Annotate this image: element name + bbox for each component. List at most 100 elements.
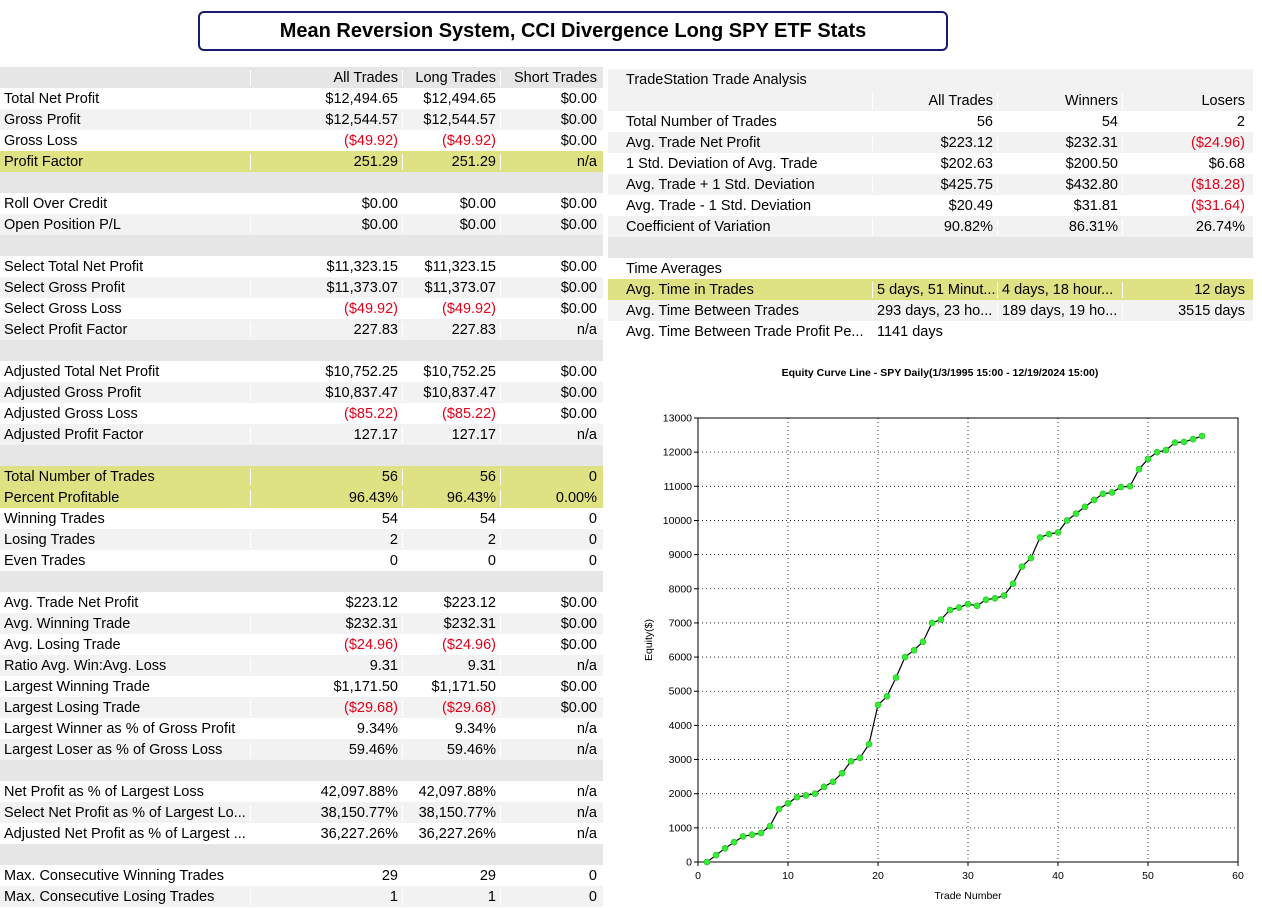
- equity-point: [811, 790, 819, 797]
- equity-point: [1000, 592, 1008, 599]
- stats-short-value: $0.00: [500, 90, 603, 107]
- equity-point: [964, 600, 972, 608]
- stats-all-value: 227.83: [250, 321, 402, 338]
- stats-all-value: 0: [250, 552, 402, 569]
- analysis-header-winners: Winners: [997, 92, 1122, 109]
- stats-header-short: Short Trades: [500, 69, 603, 86]
- x-tick-label: 10: [782, 870, 794, 882]
- stats-short-value: n/a: [500, 657, 603, 674]
- equity-curve-chart: Equity Curve Line - SPY Daily(1/3/1995 1…: [643, 367, 1244, 902]
- time-all-value: 5 days, 51 Minut...: [872, 281, 997, 298]
- stats-label: Select Total Net Profit: [4, 258, 144, 275]
- stats-label: Total Net Profit: [4, 90, 100, 107]
- equity-point: [1117, 483, 1125, 491]
- equity-point: [1126, 483, 1134, 490]
- stats-row: Adjusted Profit Factor 127.17 127.17 n/a: [0, 424, 603, 445]
- y-tick-label: 7000: [669, 617, 693, 629]
- equity-point: [730, 838, 738, 846]
- stats-all-value: 42,097.88%: [250, 783, 402, 800]
- stats-row: Adjusted Total Net Profit $10,752.25 $10,7…: [0, 361, 603, 382]
- stats-label: Largest Winner as % of Gross Profit: [4, 720, 236, 737]
- analysis-row: Avg. Trade Net Profit $223.12 $232.31 ($24.…: [608, 132, 1253, 153]
- stats-short-value: $0.00: [500, 699, 603, 716]
- stats-all-value: $223.12: [250, 594, 402, 611]
- stats-short-value: 0: [500, 867, 603, 884]
- stats-short-value: $0.00: [500, 615, 603, 632]
- y-tick-label: 0: [686, 857, 692, 869]
- stats-label: Total Number of Trades: [4, 468, 155, 485]
- stats-all-value: 251.29: [250, 153, 402, 170]
- stats-row: Largest Losing Trade ($29.68) ($29.68) $0.0…: [0, 697, 603, 718]
- page-title-text: Mean Reversion System, CCI Divergence Lo…: [279, 19, 867, 42]
- analysis-row: Avg. Trade + 1 Std. Deviation $425.75 $432…: [608, 174, 1253, 195]
- stats-all-value: $12,494.65: [250, 90, 402, 107]
- stats-long-value: 227.83: [402, 321, 500, 338]
- stats-row: Open Position P/L $0.00 $0.00 $0.00: [0, 214, 603, 235]
- stats-spacer-row: [0, 571, 603, 592]
- stats-short-value: $0.00: [500, 300, 603, 317]
- stats-label: Ratio Avg. Win:Avg. Loss: [4, 657, 167, 674]
- stats-label: Open Position P/L: [4, 216, 121, 233]
- performance-summary-table: All Trades Long Trades Short Trades Total N…: [0, 67, 603, 907]
- stats-long-value: 38,150.77%: [402, 804, 500, 821]
- stats-label: Profit Factor: [4, 153, 83, 170]
- equity-point: [874, 701, 882, 709]
- stats-row: Adjusted Gross Loss ($85.22) ($85.22) $0.00: [0, 403, 603, 424]
- stats-short-value: $0.00: [500, 258, 603, 275]
- stats-long-value: 42,097.88%: [402, 783, 500, 800]
- stats-short-value: n/a: [500, 783, 603, 800]
- equity-point: [856, 754, 864, 762]
- stats-all-value: $11,373.07: [250, 279, 402, 296]
- stats-row: Avg. Winning Trade $232.31 $232.31 $0.00: [0, 613, 603, 634]
- stats-all-value: $10,837.47: [250, 384, 402, 401]
- equity-point: [802, 792, 810, 799]
- analysis-row: Total Number of Trades 56 54 2: [608, 111, 1253, 132]
- y-tick-label: 11000: [664, 481, 693, 493]
- stats-short-value: $0.00: [500, 384, 603, 401]
- stats-row: Largest Winning Trade $1,171.50 $1,171.50 $…: [0, 676, 603, 697]
- x-tick-label: 50: [1142, 870, 1154, 882]
- x-axis-label: Trade Number: [934, 890, 1002, 902]
- stats-all-value: 56: [250, 468, 402, 485]
- y-tick-label: 3000: [669, 754, 693, 766]
- stats-label: Select Profit Factor: [4, 321, 128, 338]
- analysis-winners-value: $432.80: [997, 176, 1122, 193]
- stats-spacer-row: [0, 844, 603, 865]
- equity-point: [991, 595, 999, 602]
- stats-long-value: 36,227.26%: [402, 825, 500, 842]
- stats-label: Largest Losing Trade: [4, 699, 141, 716]
- stats-label: Adjusted Profit Factor: [4, 426, 144, 443]
- stats-row: Winning Trades 54 54 0: [0, 508, 603, 529]
- equity-point: [928, 619, 936, 627]
- stats-header-all: All Trades: [250, 69, 402, 86]
- stats-all-value: 2: [250, 531, 402, 548]
- time-label: Avg. Time in Trades: [626, 281, 754, 298]
- time-averages-row: Avg. Time Between Trades 293 days, 23 ho.…: [608, 300, 1253, 321]
- time-averages-title-row: Time Averages: [608, 258, 1253, 279]
- stats-all-value: 36,227.26%: [250, 825, 402, 842]
- stats-label: Avg. Trade Net Profit: [4, 594, 139, 611]
- y-axis-label: Equity($): [643, 619, 655, 661]
- stats-row: Select Total Net Profit $11,323.15 $11,323…: [0, 256, 603, 277]
- stats-short-value: 0.00%: [500, 489, 603, 506]
- stats-all-value: ($29.68): [250, 699, 402, 716]
- stats-row: Ratio Avg. Win:Avg. Loss 9.31 9.31 n/a: [0, 655, 603, 676]
- analysis-winners-value: $31.81: [997, 197, 1122, 214]
- stats-short-value: $0.00: [500, 111, 603, 128]
- stats-row: Adjusted Net Profit as % of Largest ... 3…: [0, 823, 603, 844]
- stats-row: Avg. Losing Trade ($24.96) ($24.96) $0.00: [0, 634, 603, 655]
- stats-all-value: 1: [250, 888, 402, 905]
- analysis-label: Avg. Trade + 1 Std. Deviation: [626, 176, 815, 193]
- analysis-losers-value: $6.68: [1122, 155, 1253, 172]
- equity-point: [703, 858, 711, 866]
- analysis-winners-value: $200.50: [997, 155, 1122, 172]
- stats-row: Select Profit Factor 227.83 227.83 n/a: [0, 319, 603, 340]
- analysis-losers-value: 26.74%: [1122, 218, 1253, 235]
- equity-point: [937, 616, 945, 623]
- equity-point: [1171, 439, 1179, 446]
- stats-all-value: $12,544.57: [250, 111, 402, 128]
- equity-point: [757, 829, 765, 837]
- stats-short-value: n/a: [500, 825, 603, 842]
- time-winners-value: 4 days, 18 hour...: [997, 281, 1122, 298]
- analysis-all-value: 90.82%: [872, 218, 997, 235]
